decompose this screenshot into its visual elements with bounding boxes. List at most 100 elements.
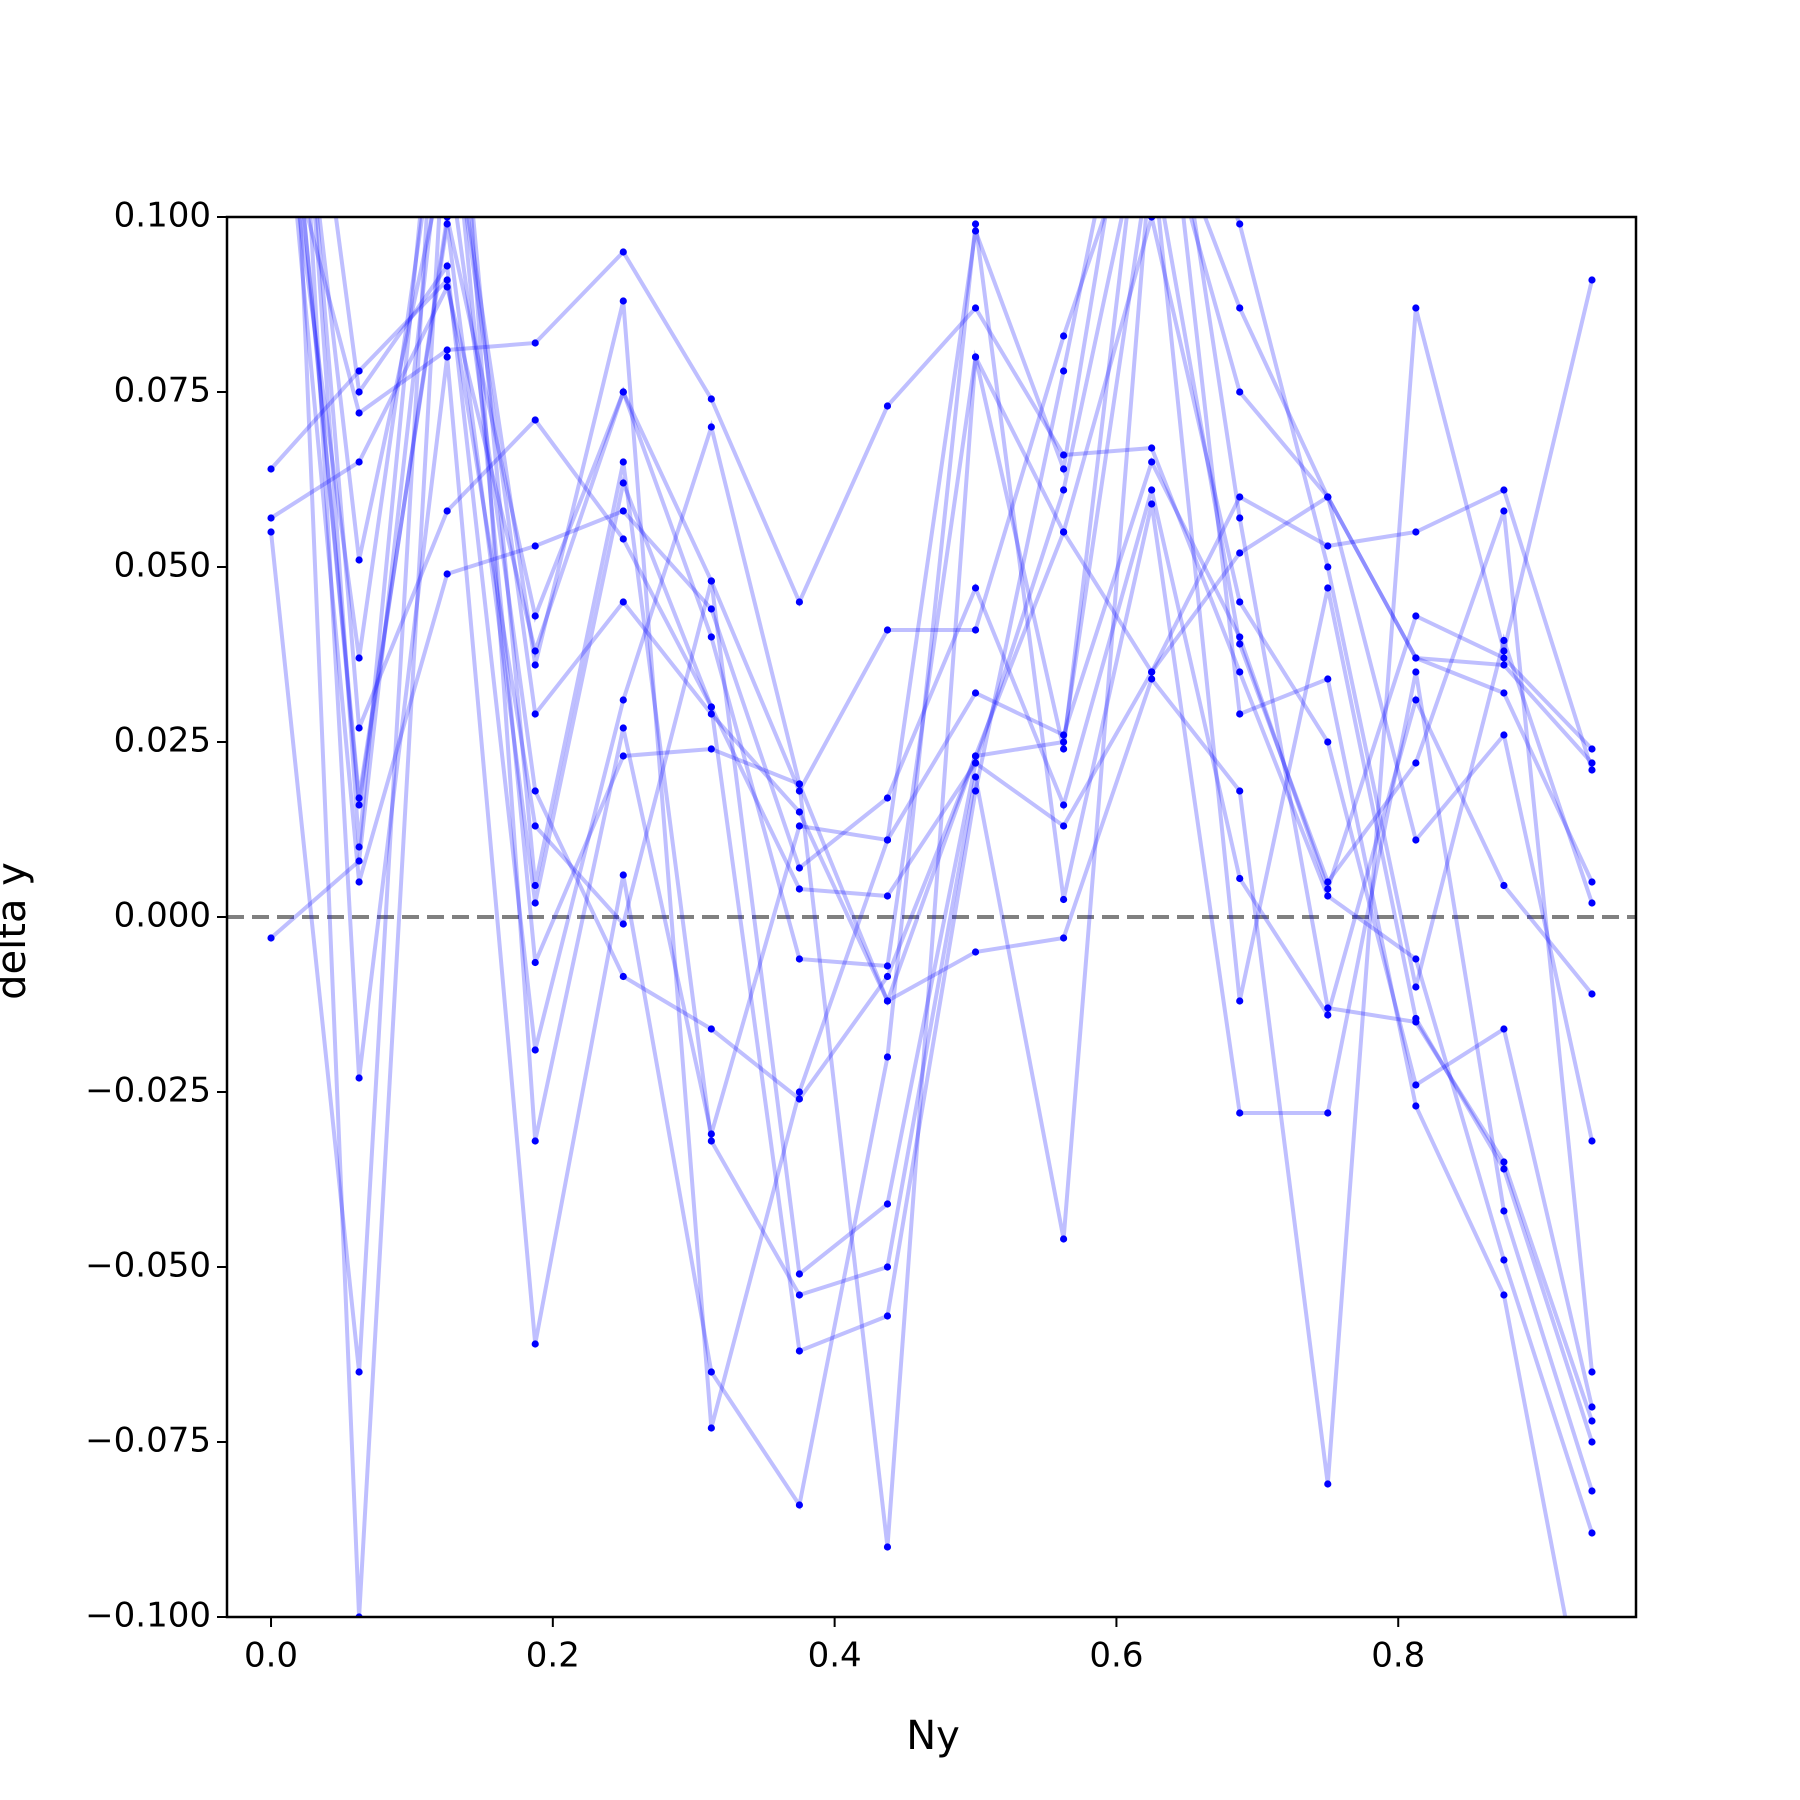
data-point (883, 626, 892, 634)
data-point (1148, 444, 1156, 452)
data-point (1412, 654, 1420, 662)
data-point (1588, 1753, 1595, 1760)
data-point (619, 507, 627, 515)
data-point (1588, 1137, 1596, 1145)
data-point (1059, 745, 1068, 753)
data-point (1500, 486, 1508, 494)
data-point (444, 73, 451, 80)
data-point (1236, 493, 1244, 501)
data-point (1500, 654, 1508, 662)
data-point (971, 220, 980, 228)
data-point (795, 808, 804, 816)
series-line (313, 217, 1594, 1443)
data-point (1412, 528, 1420, 536)
data-point (1236, 388, 1244, 396)
data-point (531, 612, 539, 620)
data-point (1148, 675, 1156, 683)
data-point (707, 577, 715, 585)
data-point (1412, 983, 1420, 991)
data-point (355, 843, 363, 851)
data-point (795, 780, 804, 788)
data-point (1588, 1368, 1596, 1376)
data-point (1588, 1417, 1596, 1425)
y-tick-label: −0.100 (85, 1596, 211, 1636)
data-point (883, 1200, 892, 1208)
data-point (707, 395, 715, 403)
data-point (443, 283, 451, 291)
data-point (619, 724, 627, 732)
x-tick-label: 0.0 (244, 1636, 298, 1676)
data-point (531, 542, 539, 550)
data-point (1236, 220, 1244, 228)
data-point (1588, 1403, 1596, 1411)
data-point (795, 787, 804, 795)
data-point (531, 822, 539, 830)
series-line (308, 217, 1594, 1511)
data-point (971, 773, 980, 781)
data-point (1588, 766, 1596, 774)
data-point (971, 948, 980, 956)
data-point (444, 38, 451, 45)
data-point (443, 276, 451, 284)
data-point (1500, 661, 1508, 669)
data-point (1059, 801, 1068, 809)
data-point (1500, 1256, 1508, 1264)
data-point (1236, 668, 1244, 676)
series-line (301, 217, 1594, 988)
data-point (971, 787, 980, 795)
series-line (295, 217, 1594, 1020)
data-point (443, 507, 451, 515)
data-point (1500, 1158, 1508, 1166)
data-point (355, 458, 363, 466)
data-point (1412, 1081, 1420, 1089)
data-point (1412, 759, 1420, 767)
data-point (1588, 759, 1596, 767)
y-tick-label: 0.100 (114, 196, 211, 236)
data-point (619, 388, 627, 396)
y-tick-label: −0.025 (85, 1071, 211, 1111)
data-point (1059, 465, 1068, 473)
data-point (443, 570, 451, 578)
data-point (267, 73, 274, 80)
data-point (443, 346, 451, 354)
data-point (1148, 143, 1155, 150)
data-point (1324, 738, 1332, 746)
data-point (355, 801, 363, 809)
data-point (707, 605, 715, 613)
data-point (531, 1340, 539, 1348)
data-point (707, 1025, 715, 1033)
data-point (883, 794, 892, 802)
data-point (795, 1270, 804, 1278)
data-point (707, 633, 715, 641)
data-point (1236, 549, 1244, 557)
data-point (1059, 1235, 1068, 1243)
data-point (1412, 955, 1420, 963)
data-point (1059, 528, 1068, 536)
data-point (1324, 892, 1332, 900)
data-point (355, 794, 363, 802)
data-point (1324, 1004, 1332, 1012)
data-point (707, 1424, 715, 1432)
data-point (1148, 486, 1156, 494)
data-point (1236, 1109, 1244, 1117)
data-point (707, 710, 715, 718)
data-point (1236, 710, 1244, 718)
data-point (1588, 878, 1596, 886)
data-point (1588, 276, 1596, 284)
data-point (1500, 1207, 1508, 1215)
data-point (1500, 1291, 1508, 1299)
data-point (1500, 1025, 1508, 1033)
data-point (531, 647, 539, 655)
data-point (795, 1088, 804, 1096)
data-point (883, 1312, 892, 1320)
data-point (1324, 542, 1332, 550)
data-point (531, 661, 539, 669)
y-tick-label: 0.000 (114, 896, 211, 936)
data-point (1324, 1480, 1332, 1488)
data-point (971, 759, 980, 767)
y-tick-label: 0.050 (114, 546, 211, 586)
data-point (1412, 1102, 1420, 1110)
data-point (531, 710, 539, 718)
data-point (1500, 507, 1508, 515)
